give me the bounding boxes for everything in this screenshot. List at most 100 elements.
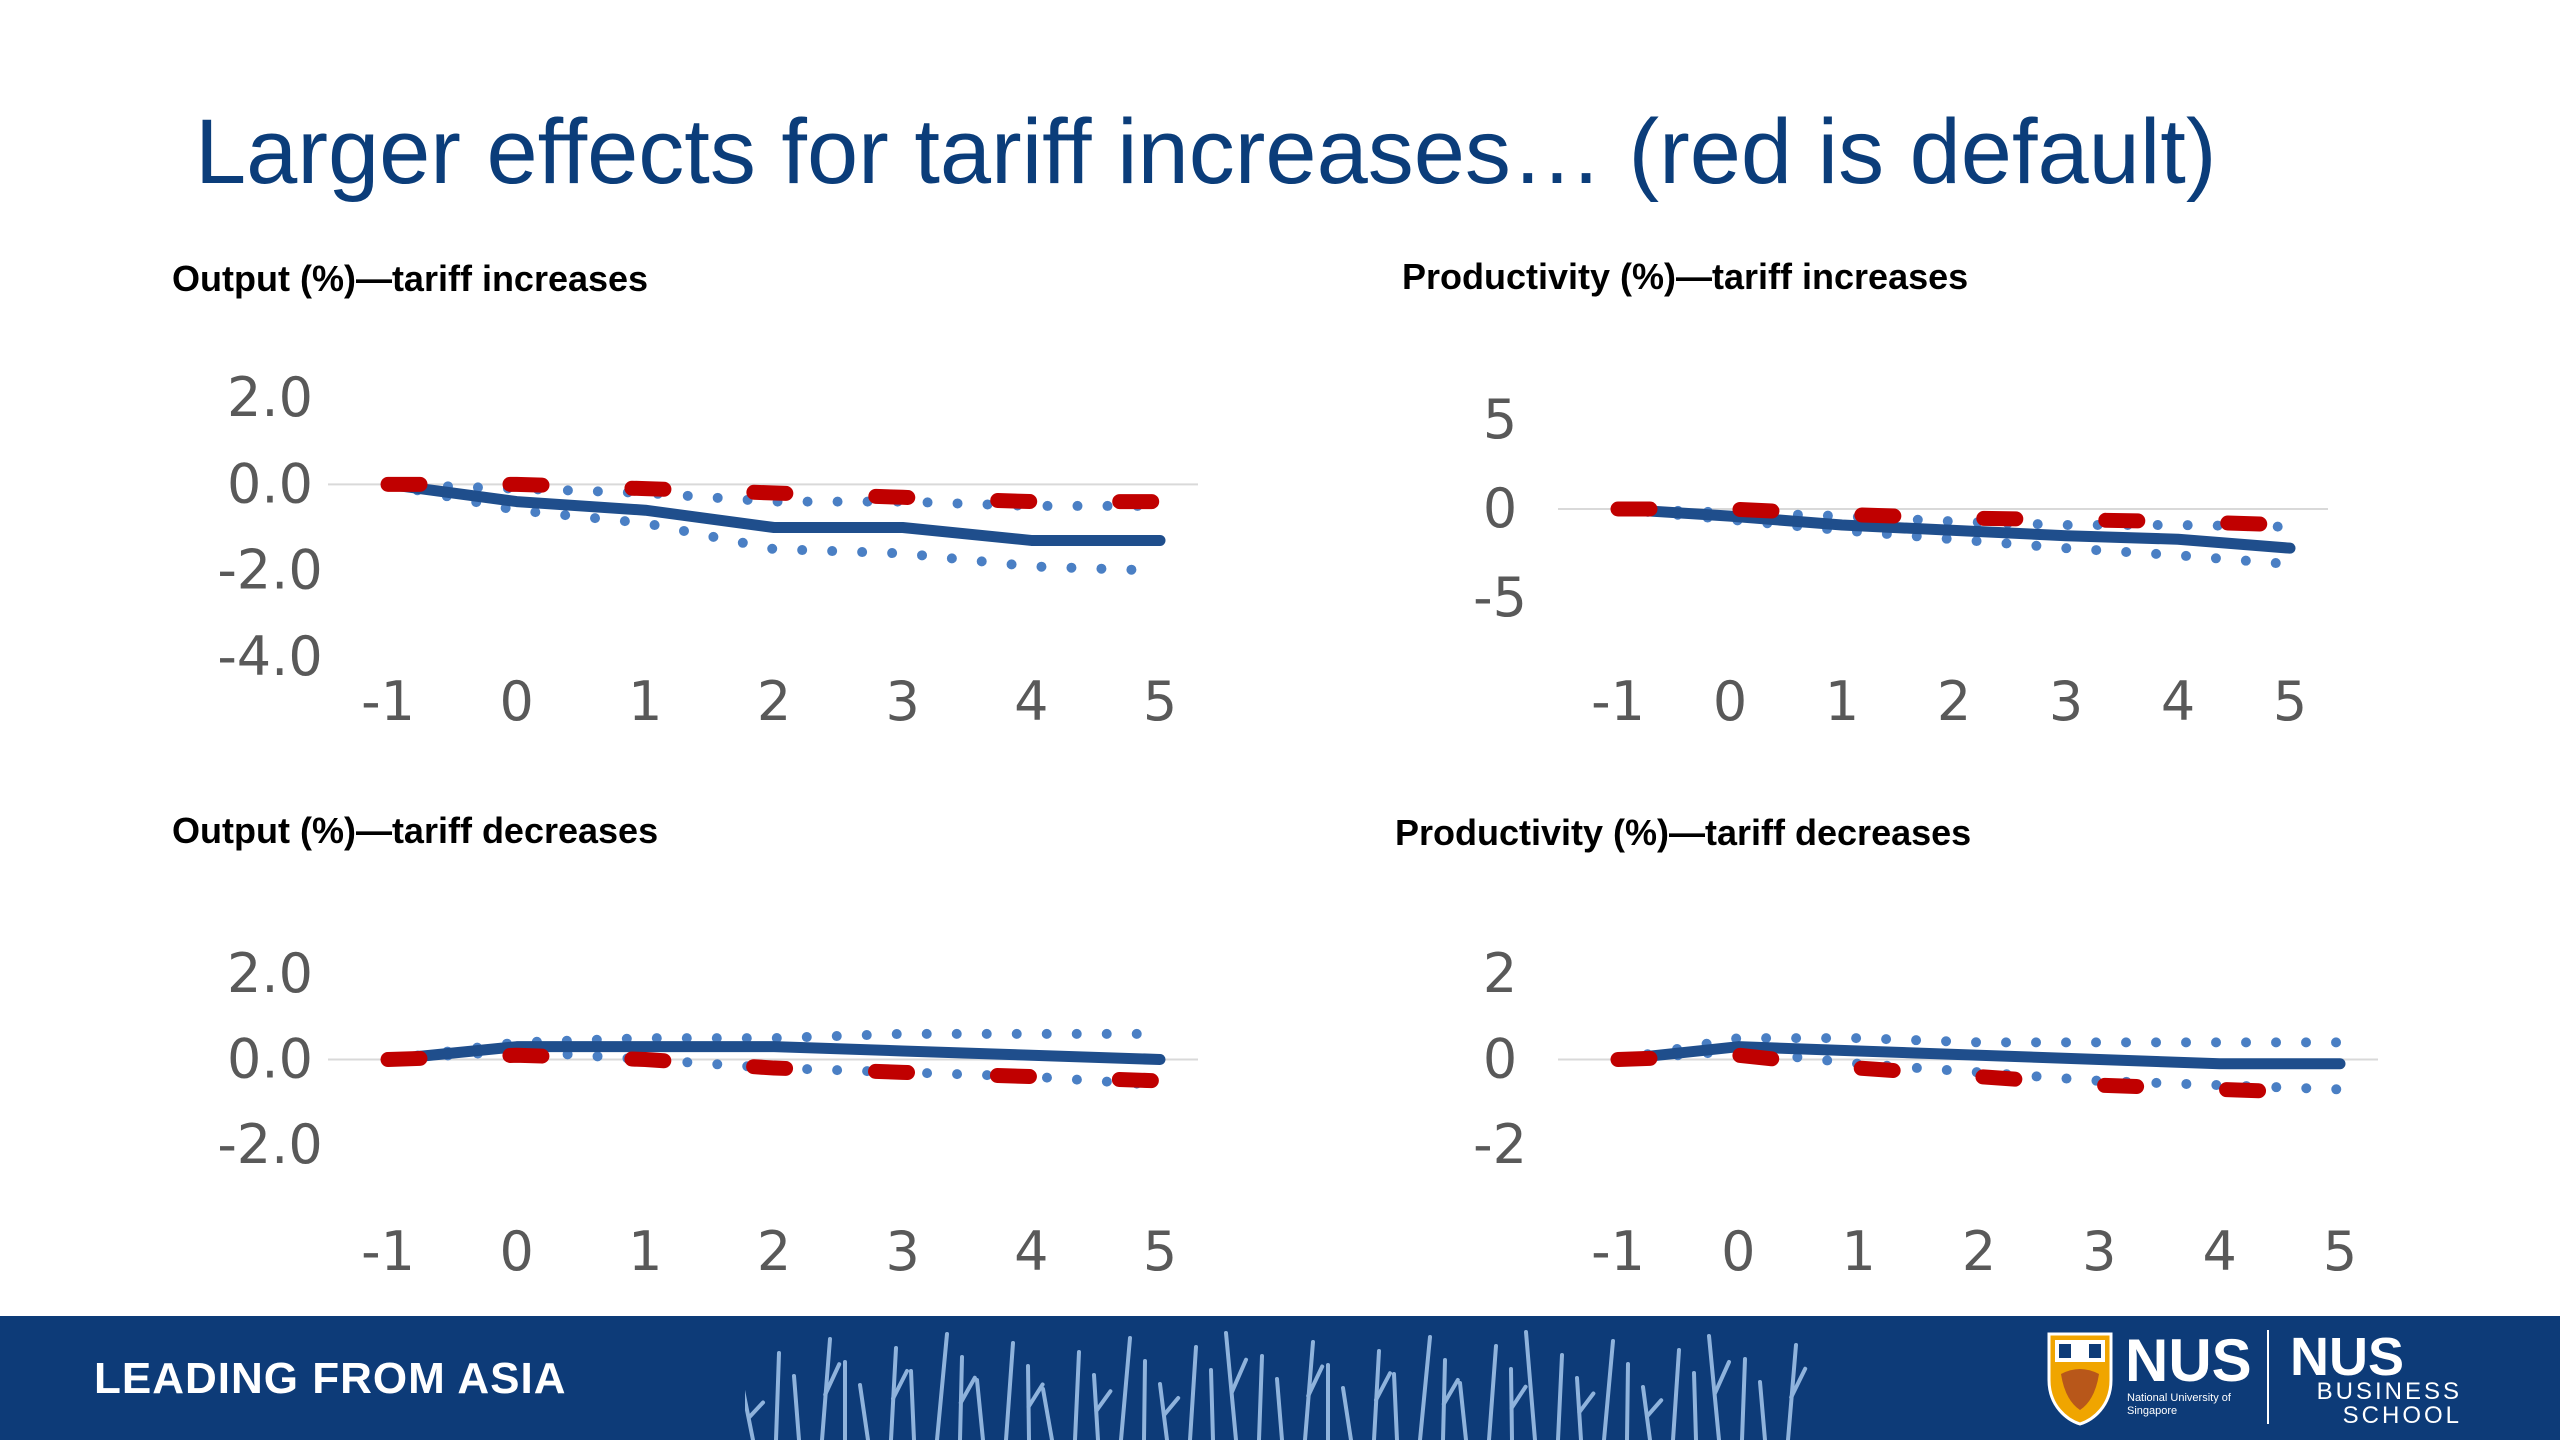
- grass-branch: [1645, 1398, 1664, 1419]
- nus-crest-icon: [2047, 1332, 2113, 1426]
- y-tick-label: 2.0: [227, 942, 313, 1005]
- grass-branch: [1509, 1384, 1528, 1411]
- x-tick-label: 0: [499, 1220, 533, 1283]
- grass-branch: [823, 1362, 842, 1397]
- grass-blade: [1026, 1364, 1031, 1440]
- grass-blade: [1073, 1350, 1081, 1440]
- x-tick-label: 2: [757, 670, 791, 733]
- y-tick-label: 0: [1483, 1028, 1517, 1091]
- slide-title: Larger effects for tariff increases… (re…: [195, 101, 2217, 203]
- grass-blade: [909, 1369, 916, 1440]
- grass-branch: [1094, 1389, 1113, 1413]
- grass-blade: [745, 1389, 755, 1440]
- grass-blade: [858, 1383, 870, 1440]
- grass-branch: [958, 1375, 977, 1405]
- x-tick-label: 4: [2161, 670, 2195, 733]
- series-line-default: [380, 1047, 1168, 1089]
- grass-blade: [1158, 1382, 1169, 1440]
- grass-blade: [1142, 1359, 1147, 1440]
- grass-blade: [1758, 1380, 1767, 1440]
- nus-business-logo-text: NUS: [2290, 1327, 2405, 1387]
- grass-blade: [1487, 1344, 1498, 1440]
- x-tick-label: 4: [1014, 670, 1048, 733]
- grass-blade: [1458, 1381, 1468, 1440]
- grass-blade: [1602, 1339, 1615, 1440]
- x-tick-label: 4: [2202, 1220, 2236, 1283]
- y-tick-label: -5: [1473, 566, 1527, 629]
- y-tick-label: 2: [1483, 942, 1517, 1005]
- x-tick-label: 3: [2049, 670, 2083, 733]
- grass-blade: [1341, 1386, 1353, 1440]
- grass-blade: [935, 1332, 949, 1440]
- y-tick-label: 0.0: [227, 1028, 313, 1091]
- grass-blade: [1625, 1362, 1630, 1440]
- x-tick-label: 2: [1937, 670, 1971, 733]
- productivity-decreases-chart: 2 0 -2 -1 0 1 2 3 4 5: [1473, 942, 2378, 1283]
- grass-blade: [1707, 1334, 1721, 1440]
- grass-blade: [1224, 1331, 1238, 1440]
- grass-blade: [1004, 1341, 1015, 1440]
- x-tick-label: 1: [1825, 670, 1859, 733]
- x-tick-label: 0: [1713, 670, 1747, 733]
- x-tick-label: 1: [1841, 1220, 1875, 1283]
- x-tick-label: 0: [1721, 1220, 1755, 1283]
- grass-branch: [1026, 1382, 1045, 1409]
- x-tick-label: -1: [1591, 1220, 1645, 1283]
- grass-blade: [1041, 1387, 1054, 1440]
- grass-branch: [1374, 1371, 1392, 1402]
- grass-blade: [1209, 1368, 1215, 1440]
- series-line-estimate: [1612, 1041, 2346, 1070]
- footer-bar: LEADING FROM ASIA NUS National Universit…: [0, 1316, 2560, 1440]
- grass-blade: [1257, 1354, 1264, 1440]
- series-line-estimate: [382, 1041, 1166, 1065]
- grass-blade: [1188, 1345, 1198, 1440]
- y-tick-label: 0: [1483, 477, 1517, 540]
- productivity-increases-chart: 5 0 -5 -1 0 1 2 3 4 5: [1473, 388, 2328, 733]
- x-tick-label: -1: [361, 670, 415, 733]
- x-tick-label: 5: [1143, 1220, 1177, 1283]
- series-line-estimate: [1612, 503, 2296, 554]
- grass-blade: [1671, 1348, 1681, 1440]
- grass-blade: [1392, 1372, 1399, 1440]
- grass-branch: [891, 1369, 909, 1401]
- grass-blade: [1524, 1330, 1537, 1440]
- output-increases-chart: 2.0 0.0 -2.0 -4.0 -1 0 1 2 3 4 5: [217, 366, 1198, 733]
- y-tick-label: -2.0: [217, 1113, 322, 1176]
- grass-blade: [792, 1374, 801, 1440]
- chart-title-productivity-decreases: Productivity (%)—tariff decreases: [1395, 812, 1972, 853]
- series-line-upper: [383, 1028, 1165, 1065]
- chart-title-output-decreases: Output (%)—tariff decreases: [172, 810, 659, 851]
- grass-branch: [1713, 1360, 1731, 1396]
- x-tick-label: 4: [1014, 1220, 1048, 1283]
- output-decreases-chart: 2.0 0.0 -2.0 -1 0 1 2 3 4 5: [217, 942, 1198, 1283]
- x-tick-label: 3: [885, 670, 919, 733]
- series-line-lower: [383, 479, 1165, 576]
- y-tick-label: -4.0: [217, 625, 322, 688]
- grass-blade: [1119, 1336, 1132, 1440]
- x-tick-label: -1: [361, 1220, 415, 1283]
- grass-branch: [1789, 1366, 1808, 1400]
- grass-blade: [1092, 1373, 1100, 1440]
- grass-branch: [747, 1400, 765, 1420]
- y-tick-label: 5: [1483, 388, 1517, 451]
- x-tick-label: 5: [2273, 670, 2307, 733]
- x-tick-label: 1: [628, 670, 662, 733]
- logo-divider: [2267, 1330, 2269, 1424]
- grass-branch: [1441, 1378, 1460, 1406]
- grass-blade: [1575, 1376, 1583, 1440]
- x-tick-label: 2: [757, 1220, 791, 1283]
- x-tick-label: 1: [628, 1220, 662, 1283]
- series-line-upper: [383, 479, 1165, 511]
- x-tick-label: -1: [1591, 670, 1645, 733]
- x-tick-label: 2: [1962, 1220, 1996, 1283]
- grass-blade: [1740, 1357, 1747, 1440]
- grass-blade: [1556, 1353, 1564, 1440]
- grass-blade: [1641, 1385, 1652, 1440]
- grass-branch: [1162, 1396, 1181, 1417]
- grass-blade: [1509, 1367, 1514, 1440]
- series-line-default: [380, 476, 1168, 510]
- chart-title-productivity-increases: Productivity (%)—tariff increases: [1402, 256, 1969, 297]
- series-line-upper: [1613, 1033, 2345, 1065]
- x-tick-label: 5: [2323, 1220, 2357, 1283]
- grass-branch: [1577, 1391, 1596, 1415]
